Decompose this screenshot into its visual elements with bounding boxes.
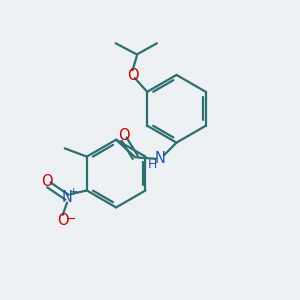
Text: O: O: [127, 68, 138, 83]
Text: O: O: [41, 174, 52, 189]
Text: O: O: [118, 128, 130, 143]
Text: O: O: [57, 213, 68, 228]
Text: −: −: [66, 212, 76, 226]
Text: H: H: [147, 158, 157, 171]
Text: N: N: [155, 151, 166, 166]
Text: +: +: [69, 187, 78, 197]
Text: N: N: [61, 190, 73, 205]
